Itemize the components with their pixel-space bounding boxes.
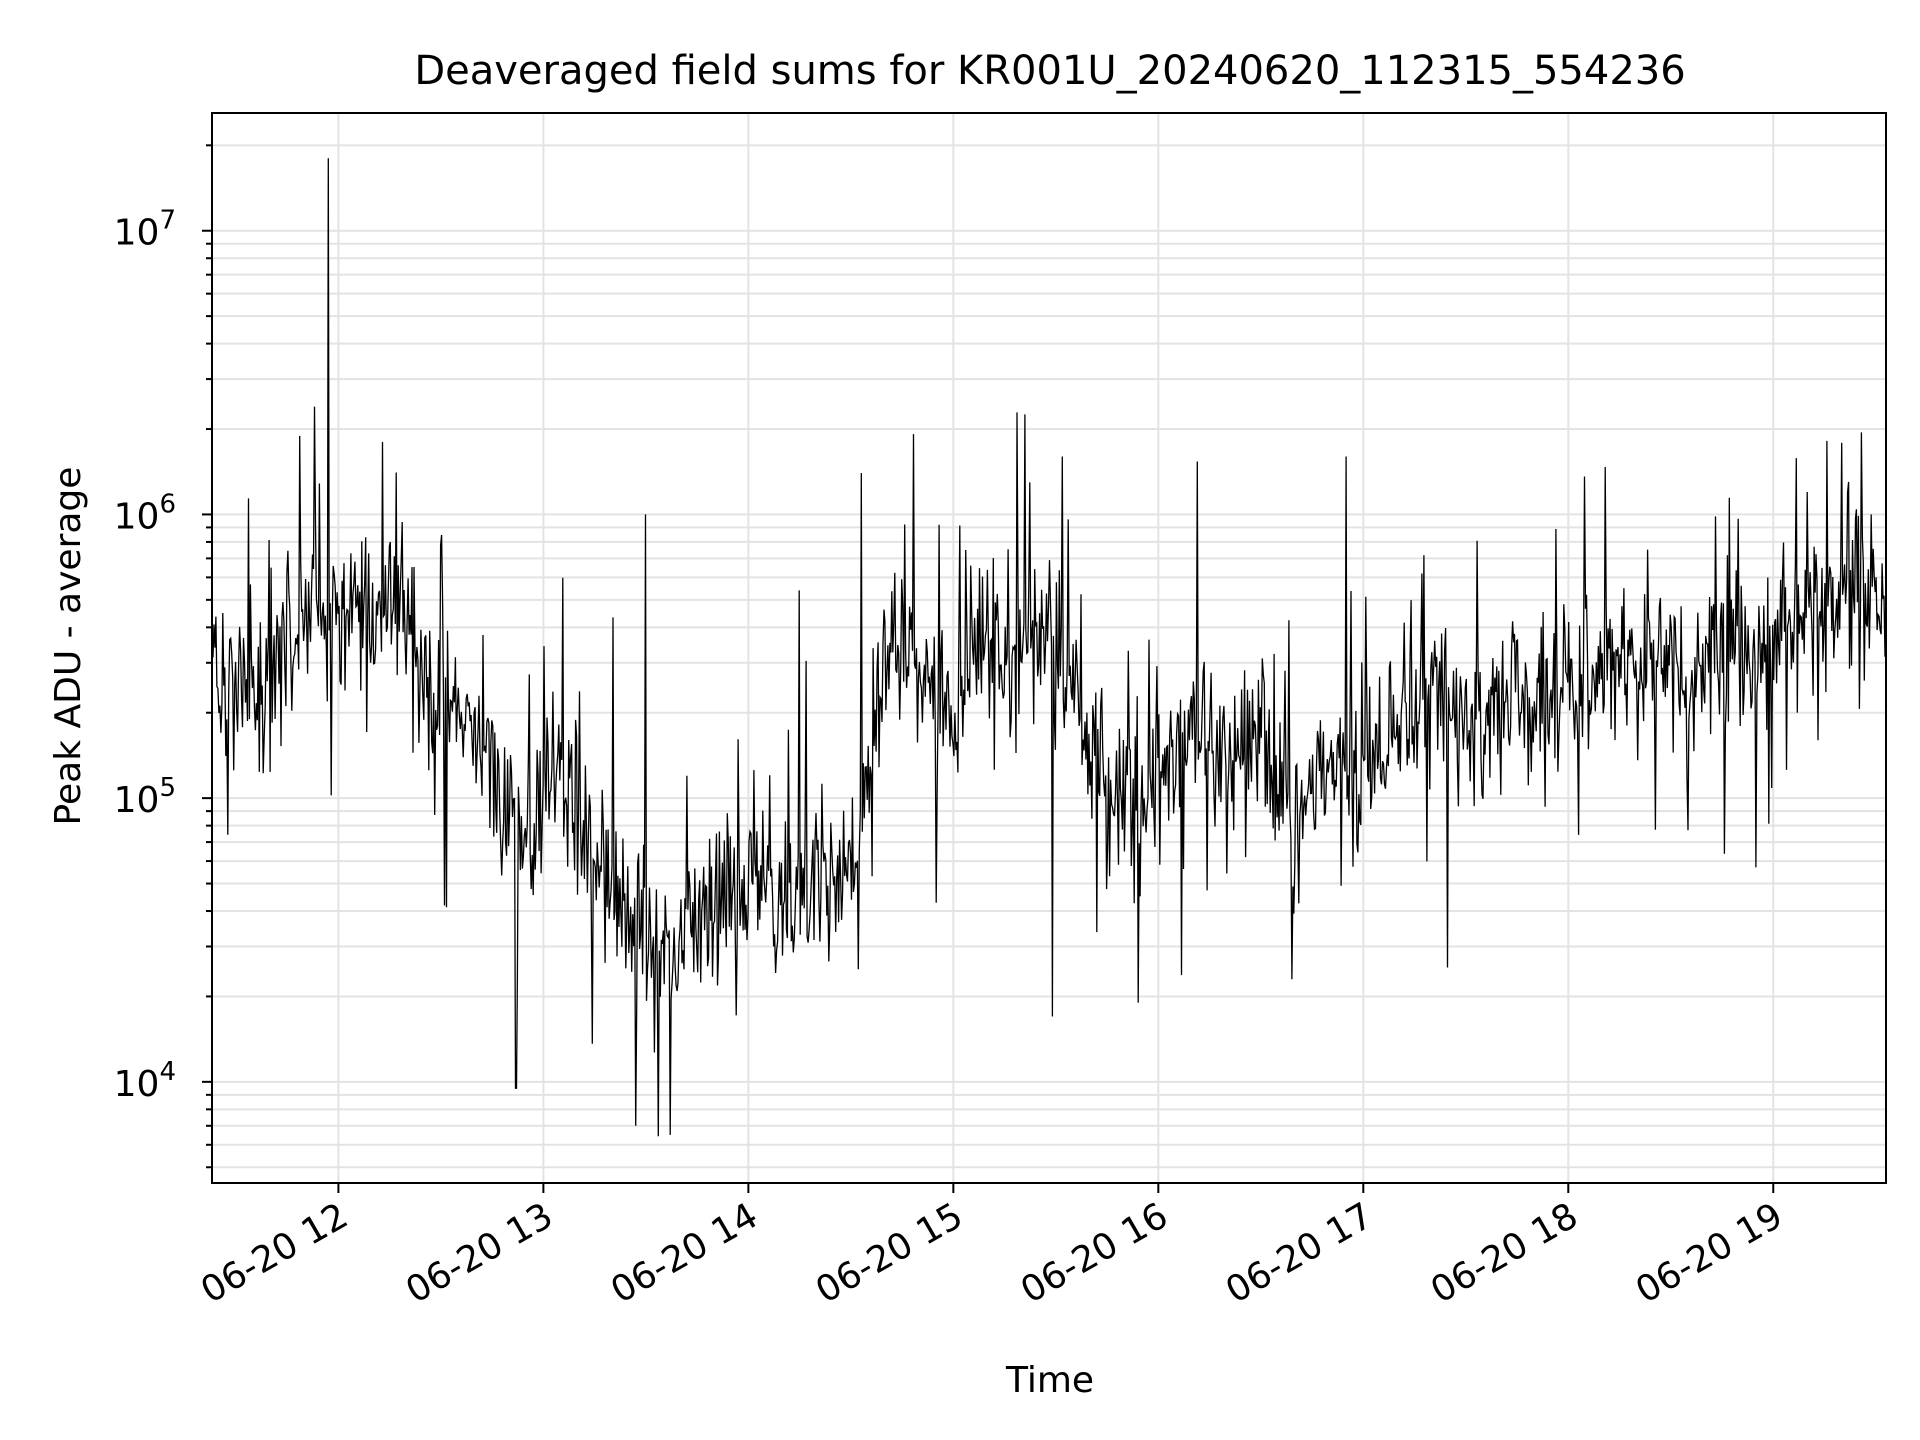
y-tick-label: 104 xyxy=(114,1057,176,1105)
series-line xyxy=(211,158,1887,1137)
y-tick-label: 106 xyxy=(114,489,176,537)
series-layer xyxy=(211,158,1887,1137)
y-axis-label: Peak ADU - average xyxy=(48,467,89,826)
y-tick-label: 107 xyxy=(114,206,176,254)
x-axis-label: Time xyxy=(1005,1360,1094,1401)
y-tick-label: 105 xyxy=(114,773,176,821)
grid xyxy=(212,113,1886,1183)
plot-frame xyxy=(211,112,1887,1184)
chart-title: Deaveraged field sums for KR001U_2024062… xyxy=(414,48,1685,94)
